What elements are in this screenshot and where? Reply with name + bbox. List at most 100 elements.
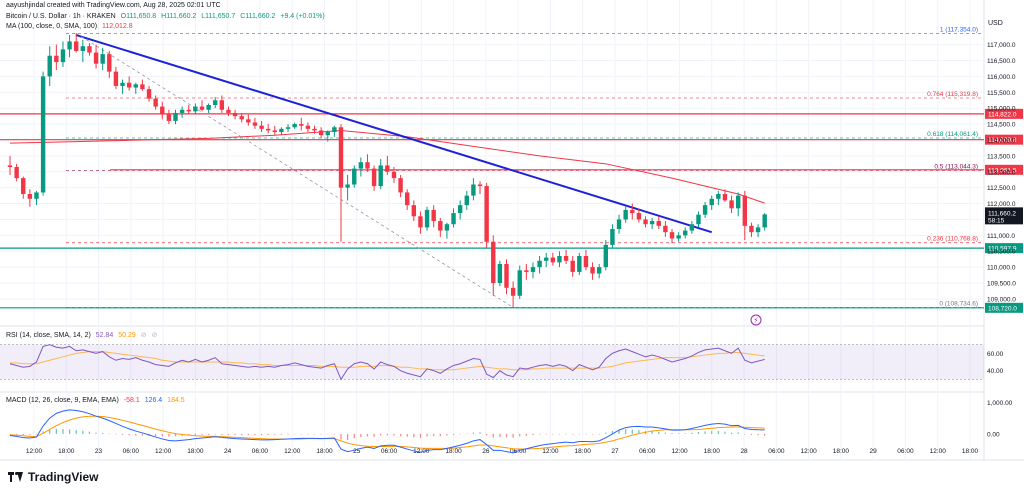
macd-hist-bar (201, 433, 203, 435)
candle-body (279, 128, 284, 133)
macd-hist-bar (194, 433, 196, 436)
main-legend[interactable]: Bitcoin / U.S. Dollar · 1h · KRAKEN O111… (6, 13, 328, 20)
macd-hist-bar (174, 433, 177, 437)
author-line: aayushjindal created with TradingView.co… (6, 2, 221, 9)
rsi-legend[interactable]: RSI (14, close, SMA, 14, 2) 52.84 50.29 … (6, 331, 160, 339)
ma-legend[interactable]: MA (100, close, 0, SMA, 100) 112,012.8 (6, 23, 136, 30)
x-tick-label: 18:00 (445, 448, 462, 455)
macd-hist-bar (29, 433, 31, 435)
y-tick-label: 116,500.0 (987, 58, 1016, 65)
candle-body (87, 46, 92, 53)
candle-body (67, 41, 72, 50)
macd-hist-bar (155, 433, 157, 437)
candle (689, 221, 695, 234)
candle-body (378, 165, 383, 187)
x-tick-label: 18:00 (316, 448, 333, 455)
candle (669, 228, 675, 244)
macd-hist-bar (360, 433, 362, 438)
x-tick-label: 18:00 (833, 448, 850, 455)
candle (365, 154, 370, 172)
candle-body (385, 165, 390, 172)
rsi-tick-label: 60.00 (987, 351, 1004, 358)
y-tick-label: 116,000.0 (987, 74, 1016, 81)
macd-hist-bar (439, 433, 441, 437)
x-tick-label: 12:00 (26, 448, 43, 455)
candle (7, 155, 13, 175)
candle-body (451, 213, 456, 225)
candle-body (213, 100, 218, 106)
macd-hist-bar (313, 433, 316, 435)
macd-hist-bar (585, 433, 587, 435)
y-tick-label: 115,000.0 (987, 106, 1016, 113)
y-tick-label: 113,500.0 (987, 153, 1016, 160)
candle (550, 252, 556, 266)
macd-hist-bar (433, 433, 435, 437)
macd-line-value: 126.4 (144, 397, 163, 404)
candle-body (603, 244, 608, 268)
macd-hist-bar (618, 429, 620, 434)
y-tick-label: 117,000.0 (987, 42, 1016, 49)
macd-hist-bar (62, 429, 64, 434)
candle-body (391, 171, 397, 179)
macd-hist-bar (366, 433, 369, 437)
macd-hist-bar (691, 432, 693, 434)
macd-hist-bar (327, 433, 329, 435)
candle-body (259, 125, 264, 129)
macd-hist-bar (750, 433, 753, 435)
candle-body (325, 132, 330, 136)
macd-hist-bar (519, 433, 521, 437)
candle-body (411, 205, 417, 217)
macd-hist-bar (373, 433, 375, 437)
y-tick-label: 110,000.0 (987, 265, 1016, 272)
candle (140, 79, 145, 91)
candle-body (219, 100, 225, 110)
macd-hist-bar (598, 433, 600, 435)
candle-body (649, 221, 655, 225)
grid (0, 0, 1024, 461)
candle-body (153, 98, 158, 107)
macd-legend[interactable]: MACD (12, 26, close, 9, EMA, EMA) -58.1 … (6, 397, 188, 404)
macd-hist-bar (472, 432, 474, 434)
candle-body (616, 219, 622, 229)
candle-body (265, 128, 271, 131)
candle-body (477, 184, 483, 187)
candle (358, 157, 364, 177)
candle (484, 182, 489, 249)
candle (583, 249, 589, 271)
eye-off-icon[interactable]: ⊘ (140, 332, 147, 339)
candle (590, 262, 595, 280)
macd-hist-bar (221, 433, 223, 435)
alert-icon-glyph: ⚡ (754, 317, 759, 325)
macd-hist-bar (545, 433, 547, 435)
candle (623, 206, 628, 223)
candle-body (332, 127, 337, 133)
candle (239, 112, 244, 123)
candle (153, 95, 158, 110)
tradingview-logo-text: TradingView (28, 470, 99, 484)
symbol-name: Bitcoin / U.S. Dollar · 1h · KRAKEN (6, 13, 116, 20)
price-level-tag (985, 164, 1023, 175)
price-axis[interactable]: 109,000.0 109,500.0 110,000.0 110,500.0 111,… (985, 42, 1023, 303)
macd-label: MACD (12, 26, close, 9, EMA, EMA) (6, 397, 119, 404)
fib-level-label: 1 (117,354.0) (940, 26, 978, 33)
macd-hist-bar (539, 433, 541, 435)
candles[interactable] (7, 33, 767, 308)
candle-body (133, 84, 138, 88)
rsi-pane[interactable]: 40.00 60.00 (0, 344, 1004, 381)
candle (166, 109, 172, 125)
x-tick-label: 06:00 (381, 448, 398, 455)
time-axis[interactable]: 12:00 18:00 23 06:00 12:00 18:00 24 06:00 12:00 1… (26, 448, 979, 455)
settings-icon[interactable]: ⊘ (151, 332, 158, 339)
candle (93, 44, 99, 69)
candle (709, 195, 714, 210)
x-tick-label: 18:00 (704, 448, 721, 455)
macd-hist-bar (591, 433, 594, 435)
macd-pane[interactable]: 0.00 1,000.00 (9, 400, 1013, 454)
currency-label[interactable]: USD (988, 20, 1003, 27)
candle-body (199, 106, 205, 110)
alert-icon[interactable]: ⚡ (750, 314, 762, 326)
macd-hist-bar (446, 433, 448, 436)
candle-body (683, 230, 688, 236)
x-tick-label: 18:00 (58, 448, 75, 455)
